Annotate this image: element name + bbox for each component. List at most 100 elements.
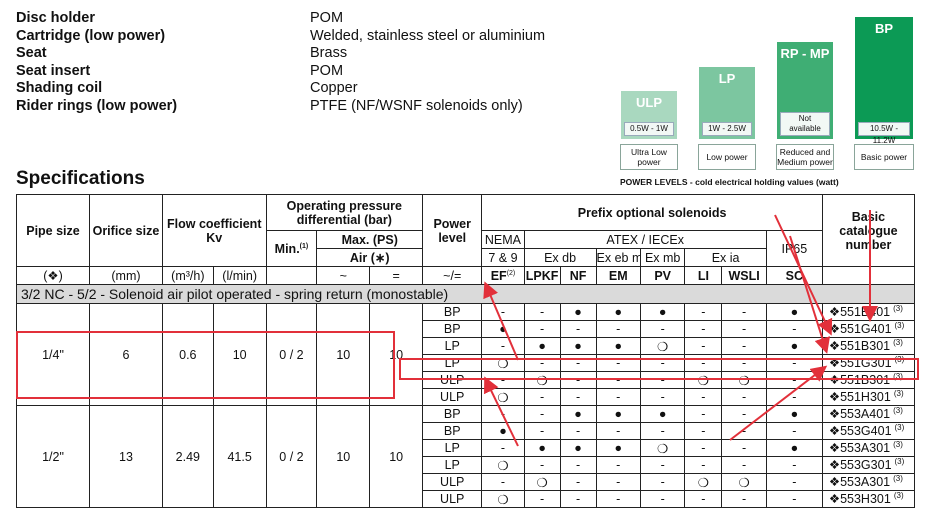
option-pv-cell: ● (639, 303, 686, 321)
power-level-cell: LP (422, 354, 483, 372)
table-row: 1/2" 13 2.49 41.5 0 / 2 10 10 BP - - ● ● ● - - ● ❖553A40… (16, 405, 916, 508)
max-ac-cell: 10 (316, 405, 371, 508)
option-sc-cell: - (765, 388, 823, 406)
catalogue-number-cell: ❖553A401 (3) (821, 405, 916, 423)
specifications-title: Specifications (16, 168, 145, 189)
header-ip65: IP65 (765, 230, 823, 267)
power-level-caption: Low power (698, 144, 756, 170)
option-lpkf-cell: ● (523, 337, 561, 355)
option-sc-cell: ● (765, 405, 823, 423)
catalogue-number-cell: ❖551H301 (3) (821, 388, 916, 406)
option-nf-cell: ● (559, 337, 597, 355)
unit-sc: SC (765, 266, 823, 285)
min-pressure-cell: 0 / 2 (265, 303, 318, 406)
option-ef-cell: ● (481, 422, 525, 440)
option-ef-cell: - (481, 337, 525, 355)
option-em-cell: ● (595, 303, 641, 321)
catalogue-number: ❖551B301 (828, 373, 891, 388)
option-wsli-cell: - (721, 439, 767, 457)
catalogue-number: ❖553G301 (828, 458, 892, 473)
pipe-size-cell: 1/2" (16, 405, 90, 508)
option-pv-cell: ❍ (639, 439, 686, 457)
power-bar-ulp: ULP 0.5W - 1W (620, 90, 678, 140)
power-level-caption: Ultra Low power (620, 144, 678, 170)
catalogue-number: ❖553A301 (828, 441, 891, 456)
unit-lpkf: LPKF (523, 266, 561, 285)
catalogue-number-cell: ❖553A301 (3) (821, 439, 916, 457)
option-wsli-cell: - (721, 354, 767, 372)
option-sc-cell: - (765, 354, 823, 372)
power-level-cell: BP (422, 422, 483, 440)
option-nf-cell: - (559, 422, 597, 440)
option-pv-cell: - (639, 320, 686, 338)
unit-tilde: ~ (316, 266, 371, 285)
option-lpkf-cell: - (523, 456, 561, 474)
option-pv-cell: - (639, 354, 686, 372)
power-level-range: 0.5W - 1W (624, 122, 674, 136)
option-lpkf-cell: - (523, 422, 561, 440)
option-lpkf-cell: - (523, 303, 561, 321)
max-dc-cell: 10 (369, 303, 424, 406)
table-row: 1/4" 6 0.6 10 0 / 2 10 10 BP - - ● ● ● - - ● ❖551B401 (3) (16, 303, 916, 406)
catalogue-note: (3) (893, 491, 904, 501)
option-sc-cell: ● (765, 303, 823, 321)
power-level-cell: LP (422, 337, 483, 355)
unit-ef-label: EF (490, 268, 507, 283)
unit-pv: PV (639, 266, 686, 285)
orifice-size-cell: 6 (88, 303, 163, 406)
option-lpkf-cell: - (523, 490, 561, 508)
power-level-range: Not available (780, 112, 830, 136)
unit-power: ~/= (422, 266, 483, 285)
option-lpkf-cell: - (523, 388, 561, 406)
option-lpkf-cell: - (523, 320, 561, 338)
option-ef-cell: - (481, 303, 525, 321)
catalogue-number-cell: ❖553G301 (3) (821, 456, 916, 474)
option-em-cell: - (595, 456, 641, 474)
kv-m3h-cell: 0.6 (161, 303, 214, 406)
header-min-label: Min. (274, 241, 300, 256)
option-em-cell: ● (595, 405, 641, 423)
option-pv-cell: - (639, 490, 686, 508)
catalogue-note: (3) (894, 355, 905, 365)
power-level-cell: BP (422, 405, 483, 423)
catalogue-number: ❖551B401 (828, 305, 891, 320)
option-wsli-cell: - (721, 422, 767, 440)
material-row: Seat Brass (16, 45, 576, 63)
option-nf-cell: - (559, 473, 597, 491)
option-li-cell: - (684, 320, 723, 338)
option-wsli-cell: - (721, 388, 767, 406)
header-power-level: Power level (422, 194, 483, 267)
unit-min-blank (265, 266, 318, 285)
header-ex-db: Ex db (523, 248, 597, 267)
option-pv-cell: ❍ (639, 337, 686, 355)
header-min: Min.(1) (265, 230, 318, 267)
orifice-size-cell: 13 (88, 405, 163, 508)
power-level-name: ULP (636, 95, 662, 110)
option-em-cell: - (595, 388, 641, 406)
catalogue-number: ❖551H301 (828, 390, 891, 405)
option-nf-cell: - (559, 388, 597, 406)
unit-ef-note: (2) (506, 269, 516, 277)
option-ef-cell: ❍ (481, 456, 525, 474)
option-lpkf-cell: - (523, 405, 561, 423)
option-em-cell: - (595, 371, 641, 389)
option-em-cell: - (595, 422, 641, 440)
catalogue-note: (3) (893, 304, 903, 314)
header-ex-ia: Ex ia (684, 248, 767, 267)
header-ex-mb: Ex mb (639, 248, 686, 267)
catalogue-note: (3) (893, 406, 903, 416)
option-pv-cell: ● (639, 405, 686, 423)
catalogue-number-cell: ❖551B301 (3) (821, 371, 916, 389)
catalogue-number: ❖551G301 (828, 356, 892, 371)
power-level-cell: BP (422, 320, 483, 338)
option-pv-cell: - (639, 473, 686, 491)
power-level-range-text: Not available (789, 114, 821, 133)
power-level-range: 1W - 2.5W (702, 122, 752, 136)
max-dc-cell: 10 (369, 405, 424, 508)
option-li-cell: - (684, 337, 723, 355)
material-value: POM (310, 62, 344, 79)
power-bar-rp-mp: RP - MP Not available (776, 41, 834, 140)
catalogue-number-cell: ❖553H301 (3) (821, 490, 916, 508)
catalogue-number-cell: ❖551B401 (3) (821, 303, 916, 321)
material-value: POM (310, 10, 344, 26)
